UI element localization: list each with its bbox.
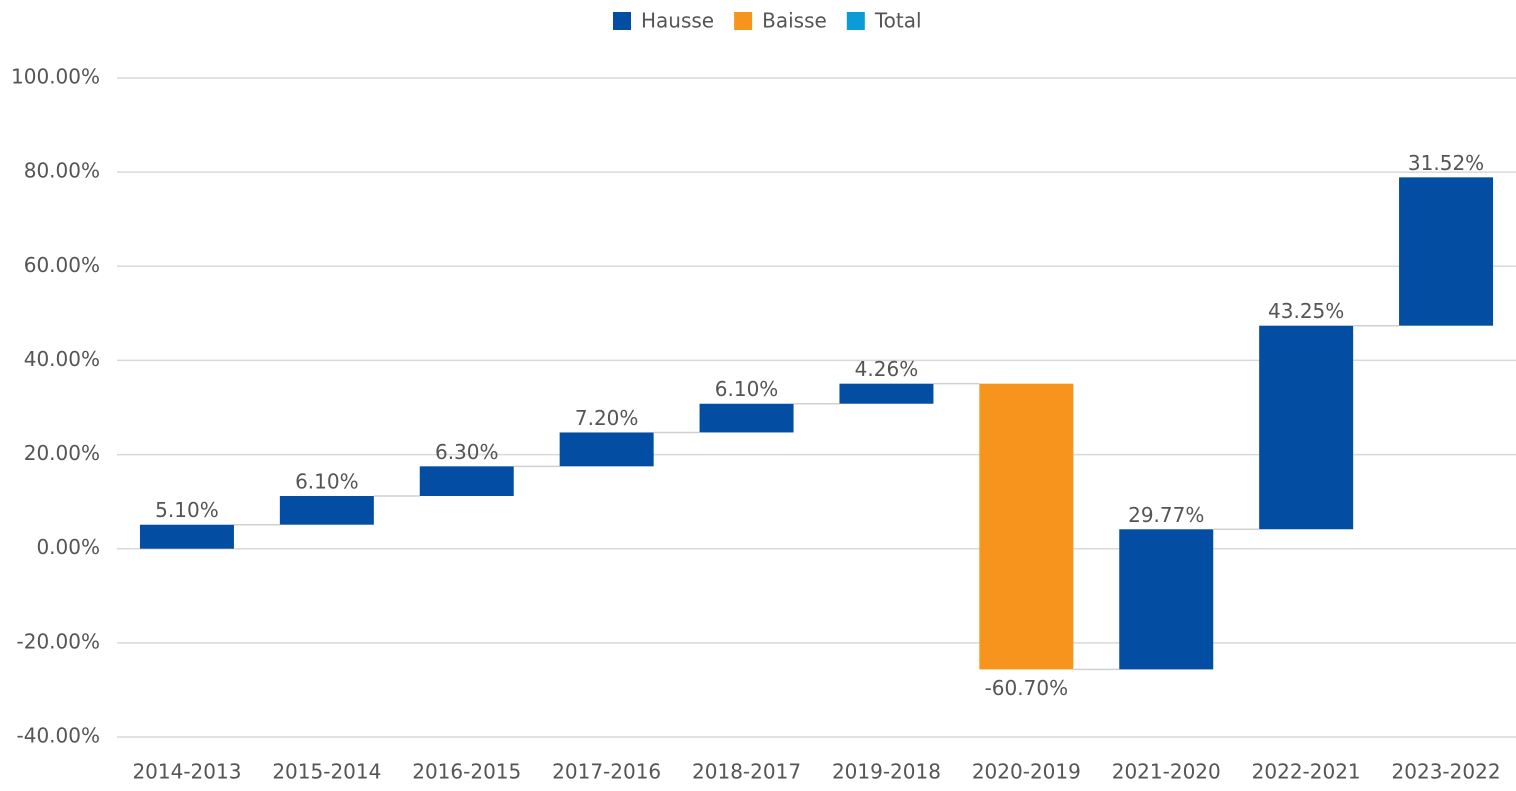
bar (839, 383, 934, 404)
x-tick-label: 2016-2015 (412, 760, 521, 784)
x-tick-label: 2020-2019 (972, 760, 1081, 784)
x-tick-label: 2021-2020 (1112, 760, 1221, 784)
legend-swatch (613, 12, 631, 30)
legend-label: Total (874, 9, 922, 33)
x-tick-label: 2015-2014 (272, 760, 381, 784)
x-tick-label: 2017-2016 (552, 760, 661, 784)
data-label: 29.77% (1128, 503, 1204, 527)
data-label: 6.10% (715, 377, 779, 401)
bar (279, 495, 374, 525)
legend-label: Baisse (762, 9, 827, 33)
y-tick-label: 20.00% (24, 441, 100, 465)
data-label: 6.30% (435, 440, 499, 464)
bar (1119, 529, 1214, 670)
y-tick-label: -40.00% (17, 724, 100, 748)
y-tick-label: -20.00% (17, 629, 100, 653)
x-tick-label: 2019-2018 (832, 760, 941, 784)
x-tick-label: 2022-2021 (1252, 760, 1361, 784)
data-label: 7.20% (575, 406, 639, 430)
y-tick-label: 100.00% (11, 65, 100, 89)
bar (419, 466, 514, 496)
x-tick-label: 2023-2022 (1392, 760, 1501, 784)
data-label: 43.25% (1268, 299, 1344, 323)
y-tick-label: 80.00% (24, 159, 100, 183)
bar (139, 524, 234, 549)
y-tick-label: 60.00% (24, 253, 100, 277)
legend-swatch (846, 12, 865, 30)
bar (559, 432, 654, 467)
legend-swatch (734, 12, 753, 30)
bar (1399, 177, 1494, 326)
data-label: -60.70% (985, 676, 1068, 700)
bar (979, 383, 1074, 670)
data-label: 5.10% (155, 498, 219, 522)
x-tick-label: 2014-2013 (132, 760, 241, 784)
data-label: 6.10% (295, 469, 359, 493)
x-tick-label: 2018-2017 (692, 760, 801, 784)
y-tick-label: 0.00% (36, 535, 100, 559)
y-tick-label: 40.00% (24, 347, 100, 371)
bar (1259, 325, 1354, 530)
data-label: 31.52% (1408, 151, 1484, 175)
bar (699, 403, 794, 433)
legend-label: Hausse (641, 9, 714, 33)
data-label: 4.26% (855, 357, 919, 381)
